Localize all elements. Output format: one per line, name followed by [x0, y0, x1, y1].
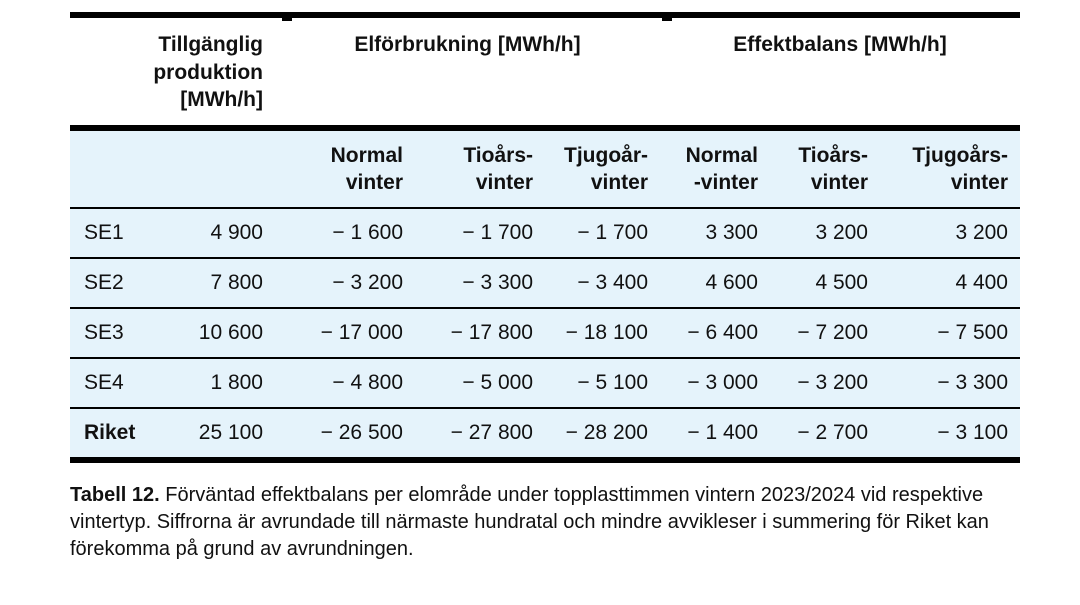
table-group-header-row: Tillgänglig produktion [MWh/h] Elförbruk… [70, 18, 1020, 125]
cell-balance-normal: − 3 000 [687, 371, 758, 394]
cell-balance-tioars: 3 200 [815, 221, 868, 244]
cell-consumption-tioars: − 1 700 [462, 221, 533, 244]
caption-text: Förväntad effektbalans per elområde unde… [70, 484, 989, 560]
cell-consumption-tjugoar: − 28 200 [565, 421, 648, 444]
row-label: Riket [84, 421, 136, 444]
table-row-riket: Riket 25 100 − 26 500 − 27 800 − 28 200 … [70, 407, 1020, 457]
cell-balance-tjugoars: − 7 500 [937, 321, 1008, 344]
subheader-normal-vinter-consumption: Normal vinter [330, 144, 403, 194]
row-label: SE2 [84, 271, 124, 294]
subheader-tjugoar-vinter-consumption: Tjugoår- vinter [564, 144, 648, 194]
cell-consumption-tioars: − 17 800 [450, 321, 533, 344]
subheader-tioars-vinter-consumption: Tioårs- vinter [463, 144, 533, 194]
table-row-se4: SE4 1 800 − 4 800 − 5 000 − 5 100 − 3 00… [70, 357, 1020, 407]
cell-consumption-normal: − 26 500 [320, 421, 403, 444]
table-top-rule [70, 12, 1020, 21]
header-consumption-group: Elförbrukning [MWh/h] [354, 33, 581, 56]
cell-consumption-tjugoar: − 18 100 [565, 321, 648, 344]
cell-balance-normal: 4 600 [705, 271, 758, 294]
cell-production: 10 600 [198, 321, 263, 344]
header-available-production: Tillgänglig produktion [MWh/h] [153, 33, 263, 112]
cell-consumption-tioars: − 27 800 [450, 421, 533, 444]
table-row-se2: SE2 7 800 − 3 200 − 3 300 − 3 400 4 600 … [70, 257, 1020, 307]
cell-consumption-normal: − 4 800 [332, 371, 403, 394]
cell-balance-tjugoars: 3 200 [955, 221, 1008, 244]
cell-balance-tjugoars: − 3 100 [937, 421, 1008, 444]
cell-production: 25 100 [198, 421, 263, 444]
cell-consumption-tjugoar: − 1 700 [577, 221, 648, 244]
cell-balance-normal: − 6 400 [687, 321, 758, 344]
row-label: SE1 [84, 221, 124, 244]
cell-consumption-normal: − 1 600 [332, 221, 403, 244]
cell-production: 1 800 [210, 371, 263, 394]
column-group-tick [282, 18, 292, 21]
header-balance-group: Effektbalans [MWh/h] [733, 33, 947, 56]
subheader-tjugoars-vinter-balance: Tjugoårs- vinter [912, 144, 1008, 194]
caption-label: Tabell 12. [70, 484, 160, 506]
row-label: SE3 [84, 321, 124, 344]
table-row-se1: SE1 4 900 − 1 600 − 1 700 − 1 700 3 300 … [70, 207, 1020, 257]
row-label: SE4 [84, 371, 124, 394]
cell-balance-tioars: 4 500 [815, 271, 868, 294]
cell-balance-tjugoars: 4 400 [955, 271, 1008, 294]
cell-production: 4 900 [210, 221, 263, 244]
table-body: Normal vinter Tioårs- vinter Tjugoår- vi… [70, 131, 1020, 457]
table-mid-rule [70, 125, 1020, 131]
cell-consumption-tjugoar: − 5 100 [577, 371, 648, 394]
power-balance-table: Tillgänglig produktion [MWh/h] Elförbruk… [70, 12, 1020, 463]
cell-consumption-tioars: − 3 300 [462, 271, 533, 294]
table-subheader-row: Normal vinter Tioårs- vinter Tjugoår- vi… [70, 131, 1020, 207]
cell-production: 7 800 [210, 271, 263, 294]
subheader-tioars-vinter-balance: Tioårs- vinter [798, 144, 868, 194]
table-row-se3: SE3 10 600 − 17 000 − 17 800 − 18 100 − … [70, 307, 1020, 357]
cell-consumption-normal: − 3 200 [332, 271, 403, 294]
cell-balance-tjugoars: − 3 300 [937, 371, 1008, 394]
cell-balance-tioars: − 7 200 [797, 321, 868, 344]
cell-balance-normal: − 1 400 [687, 421, 758, 444]
column-group-tick [662, 18, 672, 21]
cell-consumption-tioars: − 5 000 [462, 371, 533, 394]
cell-consumption-tjugoar: − 3 400 [577, 271, 648, 294]
cell-consumption-normal: − 17 000 [320, 321, 403, 344]
table-caption: Tabell 12. Förväntad effektbalans per el… [70, 482, 1018, 563]
cell-balance-tioars: − 2 700 [797, 421, 868, 444]
cell-balance-normal: 3 300 [705, 221, 758, 244]
table-bottom-rule [70, 457, 1020, 463]
subheader-normal-vinter-balance: Normal -vinter [685, 144, 758, 194]
cell-balance-tioars: − 3 200 [797, 371, 868, 394]
